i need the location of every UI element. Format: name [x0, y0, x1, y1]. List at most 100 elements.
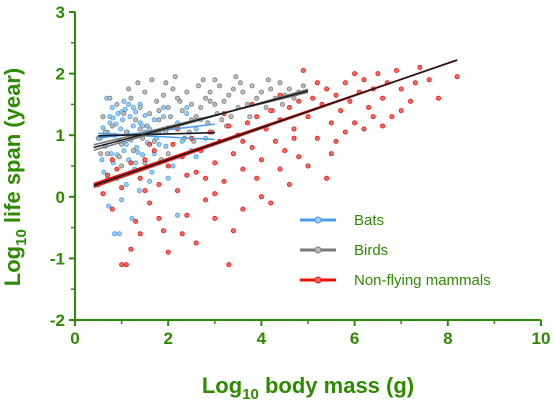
data-point: [119, 163, 125, 169]
data-point: [417, 64, 423, 70]
data-point: [133, 218, 139, 224]
data-point: [226, 123, 232, 129]
data-point: [361, 126, 367, 132]
data-point: [286, 86, 292, 92]
data-point: [163, 143, 169, 149]
data-point: [98, 151, 104, 157]
data-point: [112, 231, 118, 237]
data-point: [136, 188, 142, 194]
data-point: [119, 197, 125, 203]
data-point: [165, 151, 171, 157]
data-point: [212, 101, 218, 107]
data-point: [286, 181, 292, 187]
data-point: [135, 80, 141, 86]
data-point: [106, 203, 112, 209]
data-point: [393, 68, 399, 74]
data-point: [154, 98, 160, 104]
y-tick-label: -1: [50, 249, 65, 268]
data-point: [129, 215, 135, 221]
data-point: [109, 206, 115, 212]
legend: Bats Birds Non-flying mammals: [300, 212, 491, 289]
data-point: [160, 228, 166, 234]
data-point: [133, 144, 139, 150]
data-point: [142, 113, 148, 119]
data-point: [105, 151, 111, 157]
data-point: [100, 114, 106, 120]
data-point: [333, 92, 339, 98]
data-point: [268, 108, 274, 114]
data-point: [314, 135, 320, 141]
data-point: [151, 138, 157, 144]
data-point: [258, 157, 264, 163]
data-point: [174, 188, 180, 194]
data-point: [156, 215, 162, 221]
data-point: [184, 212, 190, 218]
data-point: [170, 163, 176, 169]
data-point: [193, 240, 199, 246]
data-point: [333, 138, 339, 144]
data-point: [216, 83, 222, 89]
data-point: [254, 95, 260, 101]
data-point: [247, 114, 253, 120]
data-point: [328, 151, 334, 157]
data-point: [137, 231, 143, 237]
fit-line-non-flying-mammals: [93, 59, 458, 187]
data-point: [119, 185, 125, 191]
data-point: [324, 86, 330, 92]
fit-line-bats: [98, 131, 215, 137]
data-point: [184, 172, 190, 178]
x-tick-label: 6: [350, 329, 359, 348]
y-tick-label: 0: [56, 188, 65, 207]
x-tick-label: 0: [70, 329, 79, 348]
data-point: [268, 86, 274, 92]
data-point: [123, 181, 129, 187]
data-point: [137, 105, 143, 111]
data-point: [286, 105, 292, 111]
legend-item-birds: Birds: [300, 242, 388, 259]
data-point: [240, 138, 246, 144]
data-point: [240, 89, 246, 95]
data-point: [254, 114, 260, 120]
data-point: [198, 105, 204, 111]
data-point: [128, 160, 134, 166]
data-point: [352, 71, 358, 77]
data-point: [305, 114, 311, 120]
x-tick-label: 8: [443, 329, 452, 348]
data-point: [366, 105, 372, 111]
data-point: [240, 206, 246, 212]
data-point: [380, 123, 386, 129]
data-point: [174, 212, 180, 218]
data-point: [133, 109, 139, 115]
data-point: [212, 160, 218, 166]
legend-swatch-marker: [314, 276, 322, 284]
data-point: [121, 111, 127, 117]
data-point: [165, 249, 171, 255]
data-point: [128, 246, 134, 252]
data-point: [119, 262, 125, 268]
data-point: [172, 74, 178, 80]
data-point: [109, 105, 115, 111]
data-point: [324, 175, 330, 181]
data-point: [121, 98, 127, 104]
data-point: [352, 120, 358, 126]
data-point: [135, 149, 141, 155]
data-point: [398, 108, 404, 114]
data-point: [179, 231, 185, 237]
data-point: [237, 80, 243, 86]
data-point: [258, 194, 264, 200]
data-point: [114, 101, 120, 107]
confidence-line-bats: [98, 132, 215, 141]
data-point: [454, 74, 460, 80]
data-point: [300, 68, 306, 74]
legend-swatch-marker: [314, 216, 322, 224]
data-point: [165, 175, 171, 181]
fit-line-birds: [93, 90, 309, 149]
data-point: [160, 92, 166, 98]
legend-swatch-marker: [314, 246, 322, 254]
data-point: [407, 98, 413, 104]
data-point: [184, 111, 190, 117]
data-point: [305, 163, 311, 169]
data-point: [116, 231, 122, 237]
data-point: [107, 95, 113, 101]
data-point: [133, 117, 139, 123]
